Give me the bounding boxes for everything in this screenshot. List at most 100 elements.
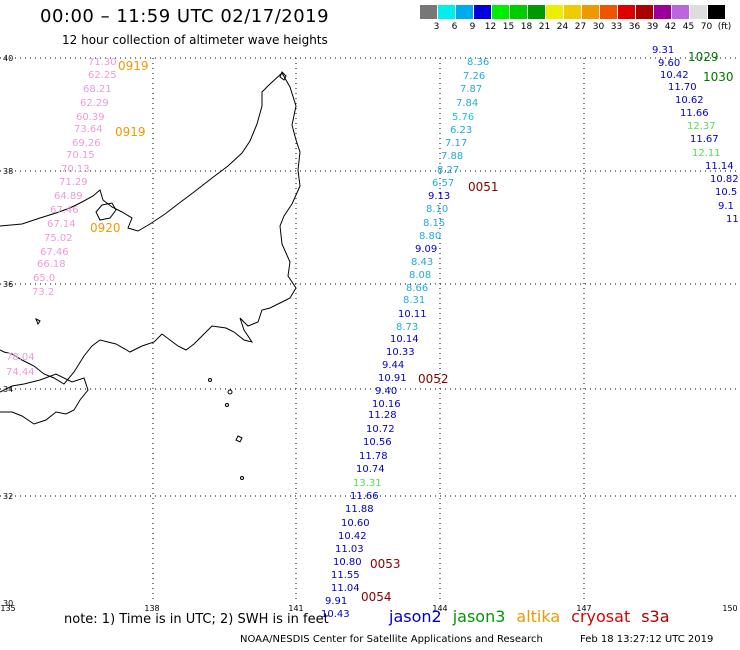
legend-s3a: s3a [641, 607, 670, 626]
color-swatch [510, 5, 527, 19]
lat-lon-grid [0, 57, 740, 603]
color-swatch [672, 5, 689, 19]
color-swatch [690, 5, 707, 19]
lat-tick-label: 38 [3, 167, 13, 176]
wave-height-label: 78.04 [6, 352, 35, 363]
wave-height-label: 10.91 [378, 373, 407, 384]
wave-height-label: 8.66 [406, 283, 428, 294]
wave-height-label: 11.88 [345, 504, 374, 515]
wave-height-label: 11.66 [680, 108, 709, 119]
coastline-shikoku [0, 373, 89, 425]
legend-altika: altika [516, 607, 561, 626]
color-scale-tick: 42 [664, 22, 677, 32]
wave-height-label: 68.21 [83, 84, 112, 95]
color-swatch [654, 5, 671, 19]
wave-height-label: 73.64 [74, 124, 103, 135]
wave-height-label: 6.23 [450, 125, 472, 136]
island-oki [35, 317, 41, 326]
pass-time-label: 0919 [118, 59, 149, 73]
map-title: 00:00 – 11:59 UTC 02/17/2019 [40, 6, 330, 27]
wave-height-label: 12.37 [687, 121, 716, 132]
wave-height-label: 8.36 [467, 57, 489, 68]
wave-height-label: 62.29 [80, 98, 109, 109]
wave-height-label: 66.18 [37, 259, 66, 270]
wave-height-label: 10.43 [321, 609, 350, 620]
wave-height-label: 10.33 [386, 347, 415, 358]
color-swatch [420, 5, 437, 19]
pass-time-label: 0920 [90, 221, 121, 235]
lat-tick-label: 36 [3, 280, 13, 289]
wave-height-label: 8.08 [409, 270, 431, 281]
wave-height-label: 70.13 [61, 164, 90, 175]
lat-tick-label: 30 [3, 599, 13, 608]
color-swatch [474, 5, 491, 19]
wave-height-label: 10.80 [333, 557, 362, 568]
wave-height-label: 7.87 [460, 84, 482, 95]
wave-height-label: 9.31 [652, 45, 674, 56]
wave-height-label: 10.42 [338, 531, 367, 542]
color-scale-tick: 12 [484, 22, 497, 32]
lon-tick-label: 147 [576, 604, 591, 613]
wave-height-label: 65.0 [33, 273, 55, 284]
map-subtitle: 12 hour collection of altimeter wave hei… [62, 33, 328, 47]
color-swatch [456, 5, 473, 19]
color-swatch [618, 5, 635, 19]
color-scale-tick: 18 [520, 22, 533, 32]
wave-height-label: 67.46 [50, 205, 79, 216]
lon-tick-label: 144 [432, 604, 447, 613]
wave-height-label: 71.30 [88, 57, 117, 68]
legend-jason3: jason3 [452, 607, 506, 626]
color-scale-tick: 33 [610, 22, 623, 32]
wave-height-label: 9.40 [375, 386, 397, 397]
color-scale-tick: 6 [451, 22, 458, 32]
wave-height-label: 8.80 [419, 231, 441, 242]
timestamp-text: Feb 18 13:27:12 UTC 2019 [580, 634, 714, 645]
wave-height-label: 64.89 [54, 191, 83, 202]
lon-tick-label: 135 [0, 604, 15, 613]
color-scale-tick: 45 [682, 22, 695, 32]
wave-height-label: 8.31 [403, 295, 425, 306]
wave-height-label: 6.57 [432, 178, 454, 189]
legend-jason2: jason2 [389, 607, 442, 626]
pass-time-label: 1029 [688, 50, 719, 64]
wave-height-label: 67.46 [40, 247, 69, 258]
pass-time-label: 0919 [115, 125, 146, 139]
wave-height-label: 9.91 [325, 596, 347, 607]
color-scale-tick: 39 [646, 22, 659, 32]
wave-height-label: 60.39 [76, 112, 105, 123]
legend-cryosat: cryosat [571, 607, 631, 626]
wave-height-label: 9.1 [718, 201, 734, 212]
island-izu-4 [240, 476, 244, 480]
wave-height-label: 10.11 [398, 309, 427, 320]
wave-height-label: 74.44 [6, 367, 35, 378]
wave-height-label: 11.14 [705, 161, 734, 172]
color-swatch [564, 5, 581, 19]
wave-height-label: 10.5 [715, 187, 737, 198]
wave-height-label: 10.74 [356, 464, 385, 475]
lat-tick-label: 34 [3, 385, 13, 394]
pass-time-label: 0052 [418, 372, 449, 386]
wave-height-label: 11.04 [331, 583, 360, 594]
color-scale-tick: 3 [433, 22, 440, 32]
wave-height-label: 13.31 [353, 478, 382, 489]
wave-height-label: 11.66 [350, 491, 379, 502]
island-awaji [208, 378, 212, 382]
coastline-noto [95, 202, 117, 221]
wave-height-label: 10.72 [366, 424, 395, 435]
lon-tick-label: 138 [144, 604, 159, 613]
pass-time-label: 1030 [703, 70, 734, 84]
pass-time-label: 0054 [361, 590, 392, 604]
wave-height-label: 10.62 [675, 95, 704, 106]
color-scale-tick: 15 [502, 22, 515, 32]
satellite-legend: jason2 jason3 altika cryosat s3a [389, 607, 681, 626]
wave-height-label: 7.17 [445, 138, 467, 149]
wave-height-label: 8.15 [423, 218, 445, 229]
wave-height-label: 11.55 [331, 570, 360, 581]
note-text: note: 1) Time is in UTC; 2) SWH is in fe… [64, 612, 329, 627]
color-scale-tick: 30 [592, 22, 605, 32]
coastline-pacific [0, 72, 301, 385]
wave-height-label: 10.82 [710, 174, 739, 185]
island-izu-1 [227, 389, 233, 395]
